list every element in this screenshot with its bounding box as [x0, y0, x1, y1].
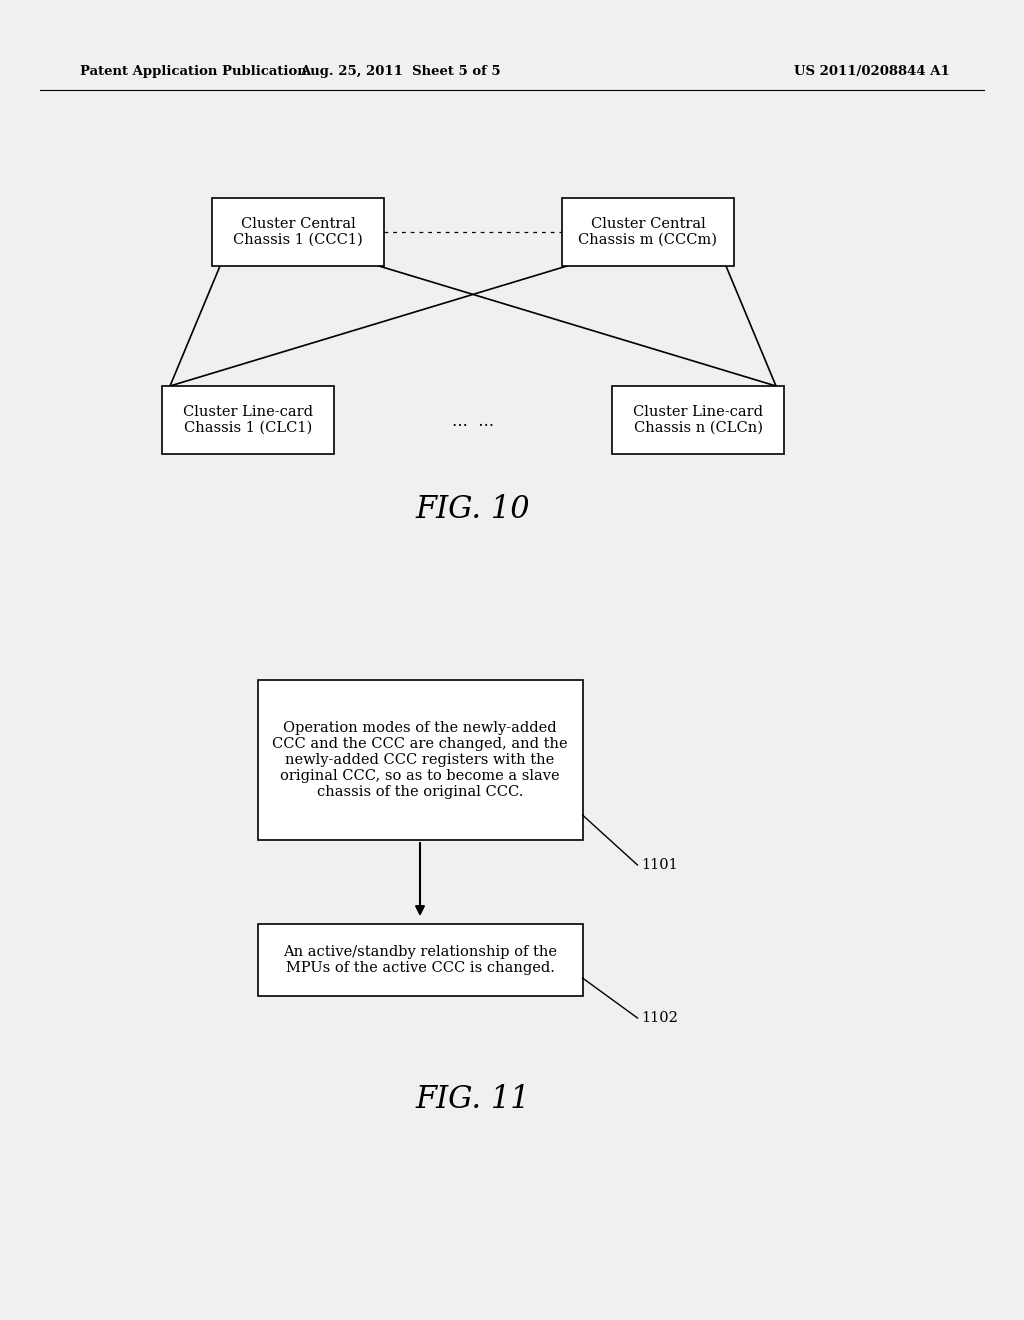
Bar [257, 924, 583, 997]
Bar [162, 385, 334, 454]
Text: Cluster Central
Chassis m (CCCm): Cluster Central Chassis m (CCCm) [579, 216, 718, 247]
Text: FIG. 10: FIG. 10 [416, 495, 530, 525]
Bar [257, 680, 583, 840]
Text: US 2011/0208844 A1: US 2011/0208844 A1 [795, 66, 950, 78]
Bar [612, 385, 784, 454]
Bar [212, 198, 384, 267]
Bar [562, 198, 734, 267]
Text: Operation modes of the newly-added
CCC and the CCC are changed, and the
newly-ad: Operation modes of the newly-added CCC a… [272, 721, 568, 800]
Text: FIG. 11: FIG. 11 [416, 1085, 530, 1115]
Text: ...  ...: ... ... [452, 413, 494, 430]
Text: Cluster Central
Chassis 1 (CCC1): Cluster Central Chassis 1 (CCC1) [233, 216, 362, 247]
Text: An active/standby relationship of the
MPUs of the active CCC is changed.: An active/standby relationship of the MP… [283, 945, 557, 975]
Text: Patent Application Publication: Patent Application Publication [80, 66, 307, 78]
Text: 1102: 1102 [641, 1011, 678, 1026]
Text: Cluster Line-card
Chassis n (CLCn): Cluster Line-card Chassis n (CLCn) [633, 405, 763, 436]
Text: 1101: 1101 [641, 858, 678, 873]
Text: Cluster Line-card
Chassis 1 (CLC1): Cluster Line-card Chassis 1 (CLC1) [183, 405, 313, 436]
Text: Aug. 25, 2011  Sheet 5 of 5: Aug. 25, 2011 Sheet 5 of 5 [300, 66, 501, 78]
